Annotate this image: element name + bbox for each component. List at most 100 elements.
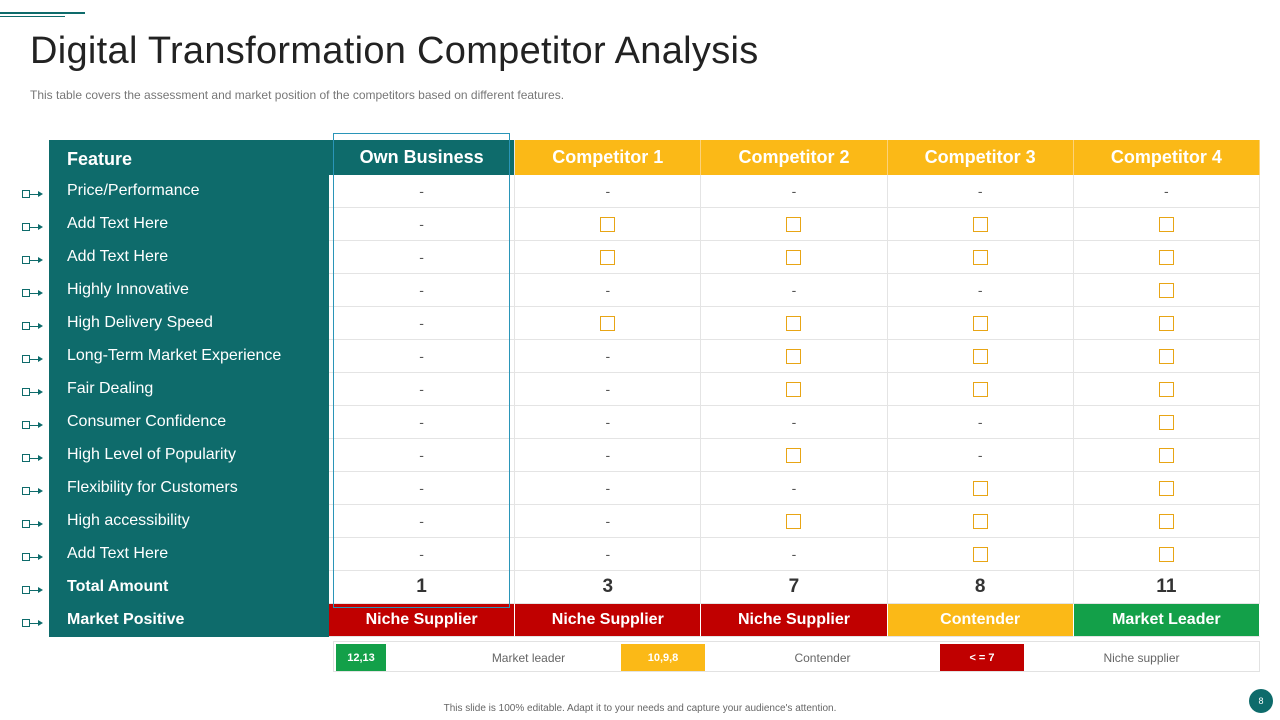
table-cell: - <box>329 538 516 571</box>
table-cell <box>887 241 1074 274</box>
table-cell: - <box>701 274 888 307</box>
column-header: Own Business <box>329 140 516 175</box>
checkbox-icon <box>972 348 988 364</box>
table-cell <box>1073 505 1260 538</box>
table-cell <box>1073 241 1260 274</box>
table-cell: - <box>887 406 1074 439</box>
table-cell: - <box>329 340 516 373</box>
table-cell <box>515 307 702 340</box>
table-cell: - <box>887 274 1074 307</box>
feature-label: Consumer Confidence <box>49 406 329 439</box>
checkbox-icon <box>600 216 616 232</box>
total-value: 1 <box>329 571 516 604</box>
row-bullet-icon <box>22 354 46 366</box>
row-bullet-icon <box>22 321 46 333</box>
table-cell <box>701 307 888 340</box>
table-cell <box>701 340 888 373</box>
column-header: Competitor 1 <box>515 140 702 175</box>
total-label: Total Amount <box>49 571 329 604</box>
table-cell <box>701 373 888 406</box>
market-position-badge: Contender <box>887 604 1074 637</box>
table-cell: - <box>515 340 702 373</box>
table-cell: - <box>515 175 702 208</box>
competitor-table: Feature Own Business Competitor 1 Competito… <box>49 140 1260 637</box>
checkbox-icon <box>1158 381 1174 397</box>
market-position-badge: Niche Supplier <box>701 604 888 637</box>
table-cell: - <box>329 472 516 505</box>
checkbox-icon <box>972 513 988 529</box>
table-cell <box>887 373 1074 406</box>
table-cell: - <box>515 472 702 505</box>
feature-label: Highly Innovative <box>49 274 329 307</box>
table-cell: - <box>329 406 516 439</box>
checkbox-icon <box>1158 249 1174 265</box>
table-cell: - <box>701 406 888 439</box>
table-cell <box>887 340 1074 373</box>
checkbox-icon <box>972 249 988 265</box>
row-bullet-icon <box>22 519 46 531</box>
checkbox-icon <box>600 315 616 331</box>
legend-swatch-red: < = 7 <box>940 644 1024 671</box>
market-label: Market Positive <box>49 604 329 637</box>
table-cell: - <box>515 439 702 472</box>
row-bullet-icon <box>22 387 46 399</box>
table-cell <box>1073 274 1260 307</box>
checkbox-icon <box>1158 546 1174 562</box>
table-cell: - <box>329 505 516 538</box>
table-cell: - <box>515 373 702 406</box>
column-header: Competitor 4 <box>1073 140 1260 175</box>
legend-label: Niche supplier <box>1103 650 1180 665</box>
table-cell <box>1073 373 1260 406</box>
table-cell <box>887 538 1074 571</box>
checkbox-icon <box>1158 348 1174 364</box>
row-bullet-icon <box>22 189 46 201</box>
table-cell <box>701 208 888 241</box>
checkbox-icon <box>972 315 988 331</box>
table-cell <box>1073 538 1260 571</box>
row-bullet-icon <box>22 420 46 432</box>
legend: 12,13 Market leader 10,9,8 Contender < = 7 Ni… <box>333 641 1260 672</box>
row-bullet-icon <box>22 222 46 234</box>
row-bullet-icon <box>22 255 46 267</box>
table-cell: - <box>329 373 516 406</box>
checkbox-icon <box>972 381 988 397</box>
checkbox-icon <box>972 546 988 562</box>
total-value: 7 <box>701 571 888 604</box>
feature-column-header: Feature <box>49 140 329 175</box>
table-cell <box>1073 439 1260 472</box>
table-cell: - <box>329 274 516 307</box>
row-bullet-icon <box>22 288 46 300</box>
row-bullet-icon <box>22 552 46 564</box>
table-cell: - <box>701 175 888 208</box>
feature-label: Price/Performance <box>49 175 329 208</box>
footer-note: This slide is 100% editable. Adapt it to… <box>443 703 837 714</box>
total-value: 8 <box>887 571 1074 604</box>
checkbox-icon <box>972 216 988 232</box>
title-accent-underline <box>0 16 65 17</box>
checkbox-icon <box>786 216 802 232</box>
checkbox-icon <box>1158 513 1174 529</box>
table-cell: - <box>887 175 1074 208</box>
table-cell <box>1073 208 1260 241</box>
feature-label: Add Text Here <box>49 208 329 241</box>
table-cell <box>1073 406 1260 439</box>
table-cell <box>515 208 702 241</box>
checkbox-icon <box>1158 216 1174 232</box>
checkbox-icon <box>1158 447 1174 463</box>
table-cell: - <box>329 208 516 241</box>
table-cell: - <box>329 241 516 274</box>
table-cell <box>701 241 888 274</box>
table-cell: - <box>515 538 702 571</box>
feature-label: High Delivery Speed <box>49 307 329 340</box>
checkbox-icon <box>1158 414 1174 430</box>
table-cell: - <box>329 175 516 208</box>
column-header: Competitor 2 <box>701 140 888 175</box>
table-cell <box>887 472 1074 505</box>
legend-label: Contender <box>794 650 851 665</box>
table-cell: - <box>701 538 888 571</box>
table-cell <box>515 241 702 274</box>
feature-label: High Level of Popularity <box>49 439 329 472</box>
checkbox-icon <box>1158 282 1174 298</box>
checkbox-icon <box>600 249 616 265</box>
legend-label: Market leader <box>491 650 566 665</box>
